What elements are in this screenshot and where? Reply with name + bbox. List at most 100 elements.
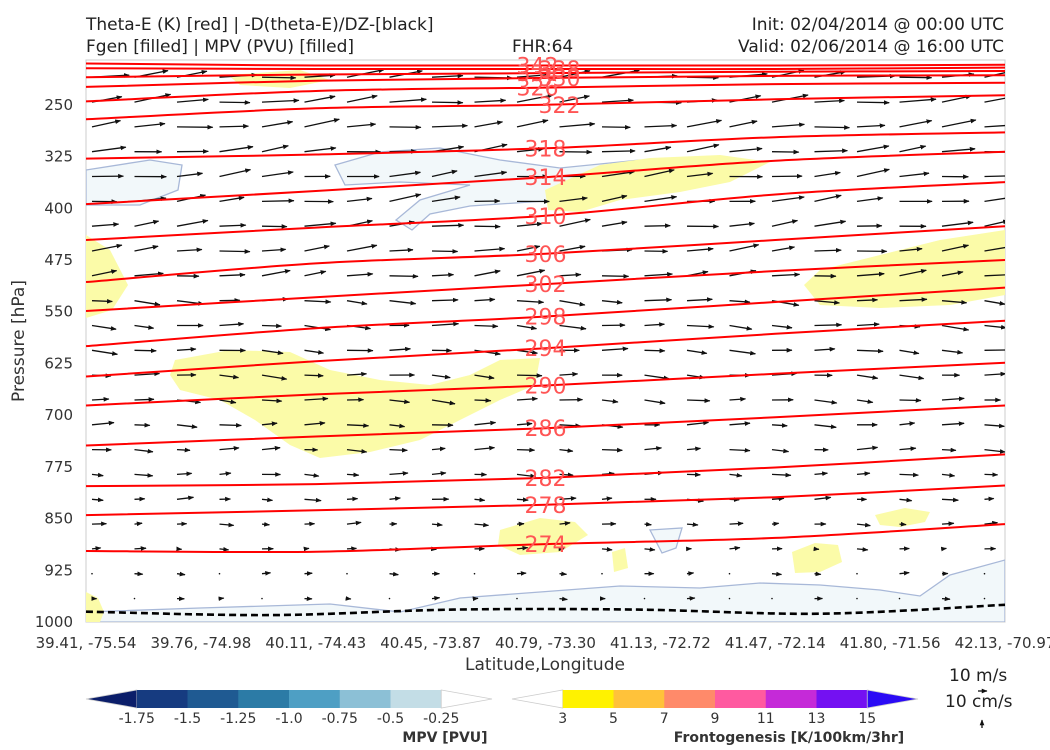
wind-vector (856, 297, 879, 303)
wind-vector (899, 349, 920, 355)
wind-vector (218, 596, 225, 602)
theta-e-contour (86, 404, 1005, 447)
wind-vector (814, 571, 822, 577)
wind-vector (601, 273, 630, 279)
wind-vector (814, 399, 838, 405)
wind-vector (431, 297, 459, 303)
mpv-colorbar-label: MPV [PVU] (402, 730, 487, 746)
wind-vector (431, 471, 447, 476)
wind-vector (728, 572, 731, 575)
wind-vector (941, 118, 977, 128)
wind-vector (176, 571, 186, 577)
wind-vector (261, 571, 272, 576)
wind-vector (346, 546, 358, 552)
wind-vector (601, 299, 623, 305)
colorbar-tick-label: -0.75 (322, 711, 358, 727)
wind-vector (516, 119, 549, 128)
wind-vector (389, 247, 414, 253)
theta-e-contour (86, 70, 1005, 79)
theta-e-contour-label: 298 (525, 306, 567, 331)
wind-vector (261, 144, 289, 153)
colorbar-extend-low (85, 689, 138, 709)
wind-vector (304, 270, 327, 277)
wind-vector (601, 148, 636, 154)
wind-vector (814, 148, 848, 154)
wind-vector (856, 196, 884, 203)
wind-vector (346, 472, 360, 478)
wind-vector (771, 597, 773, 600)
x-tick-label: 41.80, -71.56 (840, 634, 941, 652)
wind-vector (559, 324, 587, 331)
wind-vector (473, 572, 476, 575)
wind-vector (389, 273, 419, 279)
wind-vector (219, 446, 240, 451)
wind-vector (941, 324, 970, 332)
theta-e-contour-label: 342 (517, 55, 559, 80)
wind-vector (516, 299, 545, 305)
wind-vector (984, 472, 999, 478)
wind-vector (176, 424, 198, 429)
x-axis: 39.41, -75.54 39.76, -74.98 40.11, -74.43 4… (36, 634, 1050, 652)
wind-vector (601, 98, 634, 103)
wind-vector (686, 143, 720, 153)
wind-vector (771, 324, 793, 330)
wind-vector (729, 324, 753, 331)
wind-vector (686, 324, 715, 329)
wind-vector (644, 145, 672, 153)
wind-vector (346, 520, 362, 526)
wind-vector (729, 521, 744, 526)
wind-vector (984, 124, 1005, 128)
wind-vector (304, 473, 320, 478)
wind-vector (601, 471, 615, 477)
colorbar-tick-label: -1.75 (119, 711, 155, 727)
wind-vector (516, 324, 538, 331)
wind-vector (559, 121, 596, 128)
wind-vector (729, 119, 758, 128)
wind-vector (559, 94, 590, 103)
wind-vector (601, 68, 640, 78)
wind-vector (686, 522, 699, 527)
wind-vector (814, 194, 842, 203)
wind-vector (601, 170, 635, 178)
wind-vector (771, 219, 799, 227)
wind-vector (516, 396, 538, 402)
wind-vector (941, 596, 951, 602)
chart-title-line1: Theta-E (K) [red] | -D(theta-E)/DZ-[blac… (86, 15, 434, 35)
y-axis-label: Pressure [hPa] (9, 280, 29, 402)
wind-vector (771, 448, 790, 454)
theta-e-contour (86, 319, 1005, 378)
wind-vector (899, 521, 907, 527)
wind-vector (686, 420, 710, 426)
wind-vector (91, 472, 104, 478)
wind-vector (984, 97, 1005, 103)
wind-vector (261, 98, 300, 103)
wind-vector (559, 218, 591, 227)
wind-vector (219, 145, 254, 153)
init-time-label: Init: 02/04/2014 @ 00:00 UTC (751, 15, 1004, 35)
wind-vector (856, 322, 880, 327)
wind-vector (176, 495, 195, 501)
fgen-region (86, 592, 104, 622)
wind-vector (134, 473, 154, 478)
theta-e-contour (86, 181, 1005, 241)
wind-vector (814, 424, 837, 430)
wind-vector (304, 497, 322, 503)
wind-vector (686, 297, 713, 302)
wind-vector (304, 221, 337, 227)
wind-vector (559, 521, 571, 526)
wind-vector (91, 497, 104, 503)
wind-vector (940, 546, 947, 552)
wind-vector (856, 399, 874, 404)
wind-vector (134, 245, 159, 252)
wind-vector (686, 446, 702, 452)
wind-vector (601, 547, 613, 552)
x-tick-label: 41.47, -72.14 (725, 634, 826, 652)
wind-vector (771, 423, 788, 428)
wind-vector (601, 447, 623, 453)
wind-vector (91, 119, 122, 128)
wind-vector (898, 597, 901, 600)
mpv-region (86, 559, 1005, 622)
wind-vector (261, 349, 284, 355)
wind-vector (176, 171, 204, 178)
wind-vector (559, 272, 582, 278)
